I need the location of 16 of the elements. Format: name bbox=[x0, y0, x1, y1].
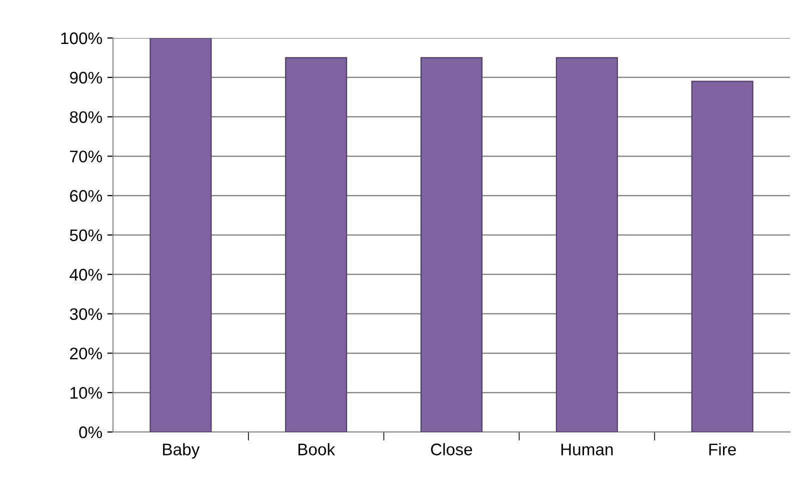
y-tick-label: 70% bbox=[70, 150, 102, 162]
x-tick-label: Book bbox=[298, 443, 336, 456]
y-tick-label: 40% bbox=[70, 268, 102, 281]
x-tick-label: Human bbox=[561, 444, 613, 456]
y-tick-label: 80% bbox=[70, 111, 102, 124]
x-tick-label: Fire bbox=[709, 443, 736, 456]
y-tick-label: 90% bbox=[70, 72, 102, 84]
x-tick-label: Baby bbox=[163, 443, 200, 459]
y-tick-label: 50% bbox=[70, 229, 102, 242]
y-tick-label: 30% bbox=[70, 308, 102, 320]
y-tick-label: 0% bbox=[79, 426, 102, 438]
y-tick-label: 60% bbox=[70, 190, 102, 202]
x-tick-label: Close bbox=[431, 443, 472, 456]
y-tick-label: 20% bbox=[70, 348, 102, 360]
y-tick-label: 100% bbox=[61, 32, 102, 44]
y-tick-label: 10% bbox=[70, 387, 102, 399]
